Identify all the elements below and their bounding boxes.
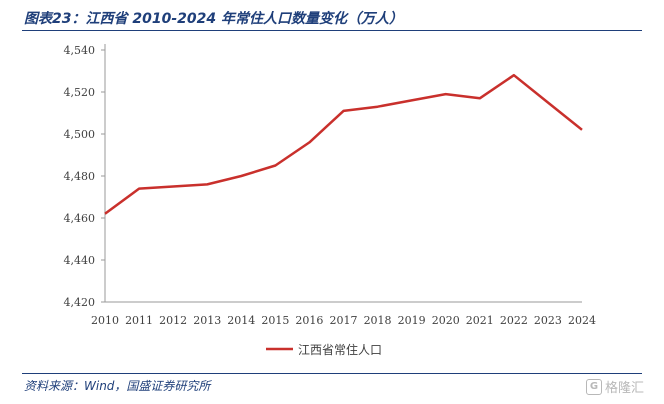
footer-divider <box>22 373 642 374</box>
x-tick-label: 2012 <box>159 314 187 327</box>
chart-axes <box>104 44 582 303</box>
series-line <box>104 73 583 215</box>
x-tick-label: 2022 <box>500 314 528 327</box>
logo-icon: G <box>586 378 602 395</box>
y-tick-label: 4,540 <box>64 44 96 57</box>
chart-legend: 江西省常住人口 <box>266 343 382 357</box>
y-tick-label: 4,440 <box>64 254 96 267</box>
x-tick-label: 2016 <box>295 314 323 327</box>
x-tick-label: 2014 <box>227 314 255 327</box>
x-tick-label: 2010 <box>91 314 119 327</box>
x-axis-ticks: 2010 2011 2012 2013 2014 2015 2016 2017 2018 2019… <box>91 314 596 327</box>
x-tick-label: 2011 <box>125 314 153 327</box>
x-tick-label: 2018 <box>364 314 392 327</box>
watermark-logo: G 格隆汇 <box>586 377 644 396</box>
chart-title: 图表23：江西省 2010-2024 年常住人口数量变化（万人） <box>24 11 403 27</box>
x-tick-label: 2023 <box>534 314 562 327</box>
x-tick-label: 2013 <box>193 314 221 327</box>
chart-series <box>104 73 583 215</box>
y-axis-ticks: 4,420 4,440 4,460 4,480 4,500 4,520 4,540 <box>64 44 105 309</box>
y-tick-label: 4,460 <box>64 212 96 225</box>
y-tick-label: 4,480 <box>64 170 96 183</box>
y-tick-label: 4,520 <box>64 86 96 99</box>
y-tick-label: 4,420 <box>64 296 96 309</box>
x-tick-label: 2021 <box>466 314 494 327</box>
watermark-text: 格隆汇 <box>605 381 645 396</box>
legend-label: 江西省常住人口 <box>298 343 382 357</box>
title-divider <box>22 30 642 31</box>
x-tick-label: 2024 <box>568 314 596 327</box>
x-tick-label: 2017 <box>330 314 358 327</box>
x-tick-label: 2019 <box>398 314 426 327</box>
x-tick-label: 2020 <box>432 314 460 327</box>
x-tick-label: 2015 <box>261 314 289 327</box>
y-tick-label: 4,500 <box>64 128 96 141</box>
source-note: 资料来源：Wind，国盛证券研究所 <box>24 379 211 393</box>
